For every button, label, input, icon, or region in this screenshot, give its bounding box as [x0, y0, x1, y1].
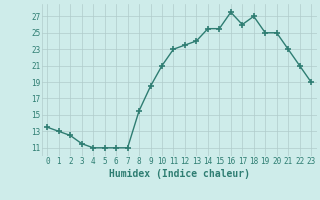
X-axis label: Humidex (Indice chaleur): Humidex (Indice chaleur) [109, 169, 250, 179]
